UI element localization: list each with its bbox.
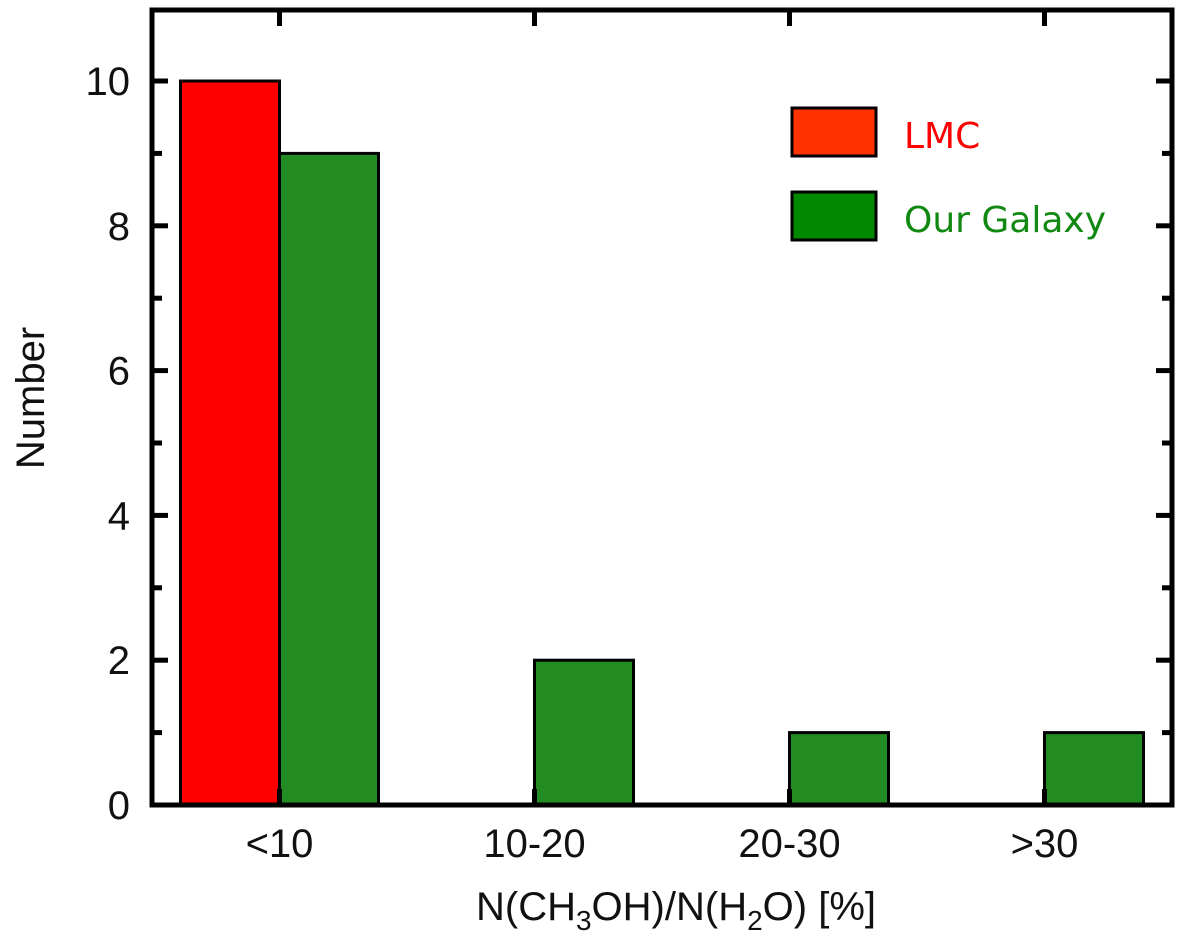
y-tick-label: 2 xyxy=(108,639,130,683)
x-tick-label: >30 xyxy=(1011,822,1079,866)
bar-our-galaxy-2 xyxy=(788,731,890,807)
legend-label-lmc: LMC xyxy=(904,116,980,157)
x-tick-labels: <10 10-20 20-30 >30 xyxy=(246,822,1079,866)
legend-label-our-galaxy: Our Galaxy xyxy=(904,200,1106,241)
y-tick-label: 6 xyxy=(108,350,130,394)
x-tick-label: 10-20 xyxy=(483,822,585,866)
legend: LMC Our Galaxy xyxy=(790,106,1106,242)
bars-group xyxy=(179,79,1145,807)
y-tick-label: 0 xyxy=(108,784,130,828)
y-tick-labels: 0 2 4 6 8 10 xyxy=(86,60,131,828)
bar-our-galaxy-1 xyxy=(533,658,635,807)
plot-frame xyxy=(149,7,1175,808)
x-tick-label: <10 xyxy=(246,822,314,866)
y-axis-label: Number xyxy=(9,327,53,469)
bar-lmc-0 xyxy=(179,79,281,807)
x-axis-label: N(CH3OH)/N(H2O) [%] xyxy=(476,885,876,936)
bar-our-galaxy-3 xyxy=(1043,731,1145,807)
y-tick-label: 4 xyxy=(108,494,130,538)
x-tick-label: 20-30 xyxy=(738,822,840,866)
y-tick-label: 10 xyxy=(86,60,131,104)
y-tick-label: 8 xyxy=(108,205,130,249)
legend-swatch-lmc xyxy=(790,106,878,158)
bar-our-galaxy-0 xyxy=(278,151,380,807)
legend-swatch-our-galaxy xyxy=(790,190,878,242)
